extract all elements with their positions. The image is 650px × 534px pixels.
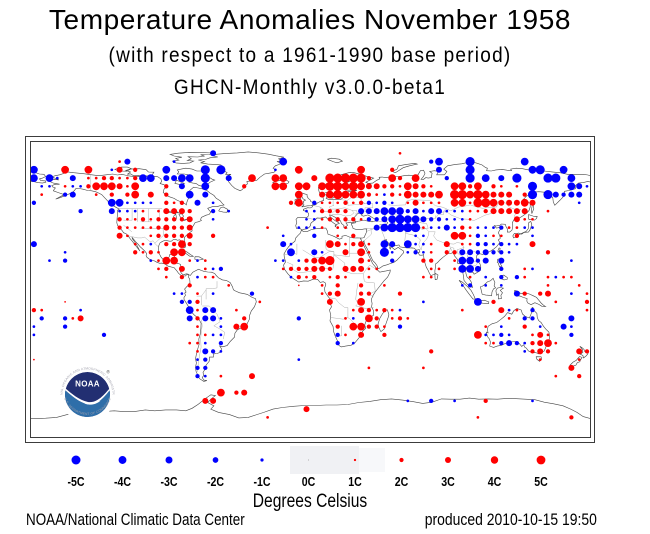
svg-text:-2C: -2C xyxy=(207,475,225,489)
svg-text:3C: 3C xyxy=(441,475,455,489)
svg-text:®: ® xyxy=(107,369,111,375)
svg-text:NOAA: NOAA xyxy=(75,379,100,388)
svg-text:-5C: -5C xyxy=(67,475,85,489)
svg-text:-4C: -4C xyxy=(114,475,132,489)
svg-text:-1C: -1C xyxy=(253,475,271,489)
svg-text:2C: 2C xyxy=(395,475,409,489)
svg-text:-3C: -3C xyxy=(160,475,178,489)
svg-text:1C: 1C xyxy=(348,475,362,489)
svg-text:4C: 4C xyxy=(488,475,502,489)
svg-text:0C: 0C xyxy=(302,475,316,489)
svg-text:5C: 5C xyxy=(534,475,548,489)
